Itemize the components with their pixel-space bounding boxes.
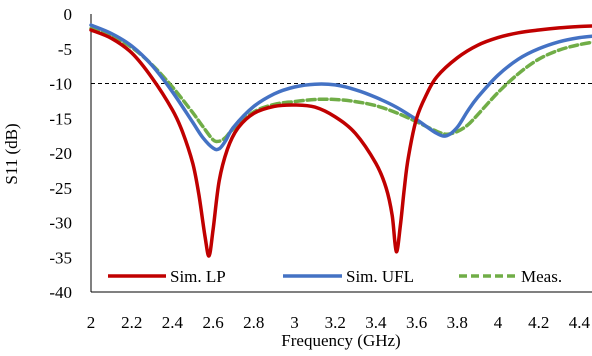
- x-tick-label: 4.4: [569, 313, 591, 332]
- y-axis-label: S11 (dB): [2, 123, 21, 184]
- x-tick-label: 2.6: [202, 313, 223, 332]
- x-tick-labels: 2 2.2 2.4 2.6 2.8 3 3.2 3.4 3.6 3.8 4 4.2 4.4: [87, 313, 591, 332]
- y-tick-label: -15: [49, 109, 72, 128]
- x-tick-label: 4: [494, 313, 503, 332]
- x-tick-label: 2: [87, 313, 96, 332]
- x-tick-label: 3.4: [365, 313, 387, 332]
- y-tick-label: -20: [49, 144, 72, 163]
- series-line-sim-lp: [89, 24, 592, 258]
- x-tick-label: 2.8: [243, 313, 264, 332]
- series-layer: [89, 23, 592, 258]
- y-tick-label: 0: [64, 5, 73, 24]
- series-line-meas: [89, 26, 592, 144]
- y-tick-label: -5: [58, 40, 72, 59]
- legend-label-sim-lp: Sim. LP: [170, 267, 226, 286]
- legend-label-meas: Meas.: [521, 267, 562, 286]
- y-tick-label: -25: [49, 179, 72, 198]
- legend: Sim. LP Sim. UFL Meas.: [108, 267, 562, 286]
- x-tick-label: 3: [290, 313, 299, 332]
- legend-label-sim-ufl: Sim. UFL: [346, 267, 414, 286]
- x-tick-label: 3.6: [406, 313, 427, 332]
- plot-area: [90, 14, 592, 293]
- y-tick-label: -40: [49, 283, 72, 302]
- x-tick-label: 3.8: [447, 313, 468, 332]
- series-line-sim-ufl: [89, 23, 592, 152]
- x-tick-label: 3.2: [325, 313, 346, 332]
- x-axis-label: Frequency (GHz): [281, 331, 400, 350]
- x-tick-label: 4.2: [528, 313, 549, 332]
- y-tick-labels: 0 -5 -10 -15 -20 -25 -30 -35 -40: [49, 5, 72, 302]
- y-tick-label: -35: [49, 248, 72, 267]
- x-tick-label: 2.2: [121, 313, 142, 332]
- y-tick-label: -30: [49, 214, 72, 233]
- y-tick-label: -10: [49, 75, 72, 94]
- x-tick-label: 2.4: [162, 313, 184, 332]
